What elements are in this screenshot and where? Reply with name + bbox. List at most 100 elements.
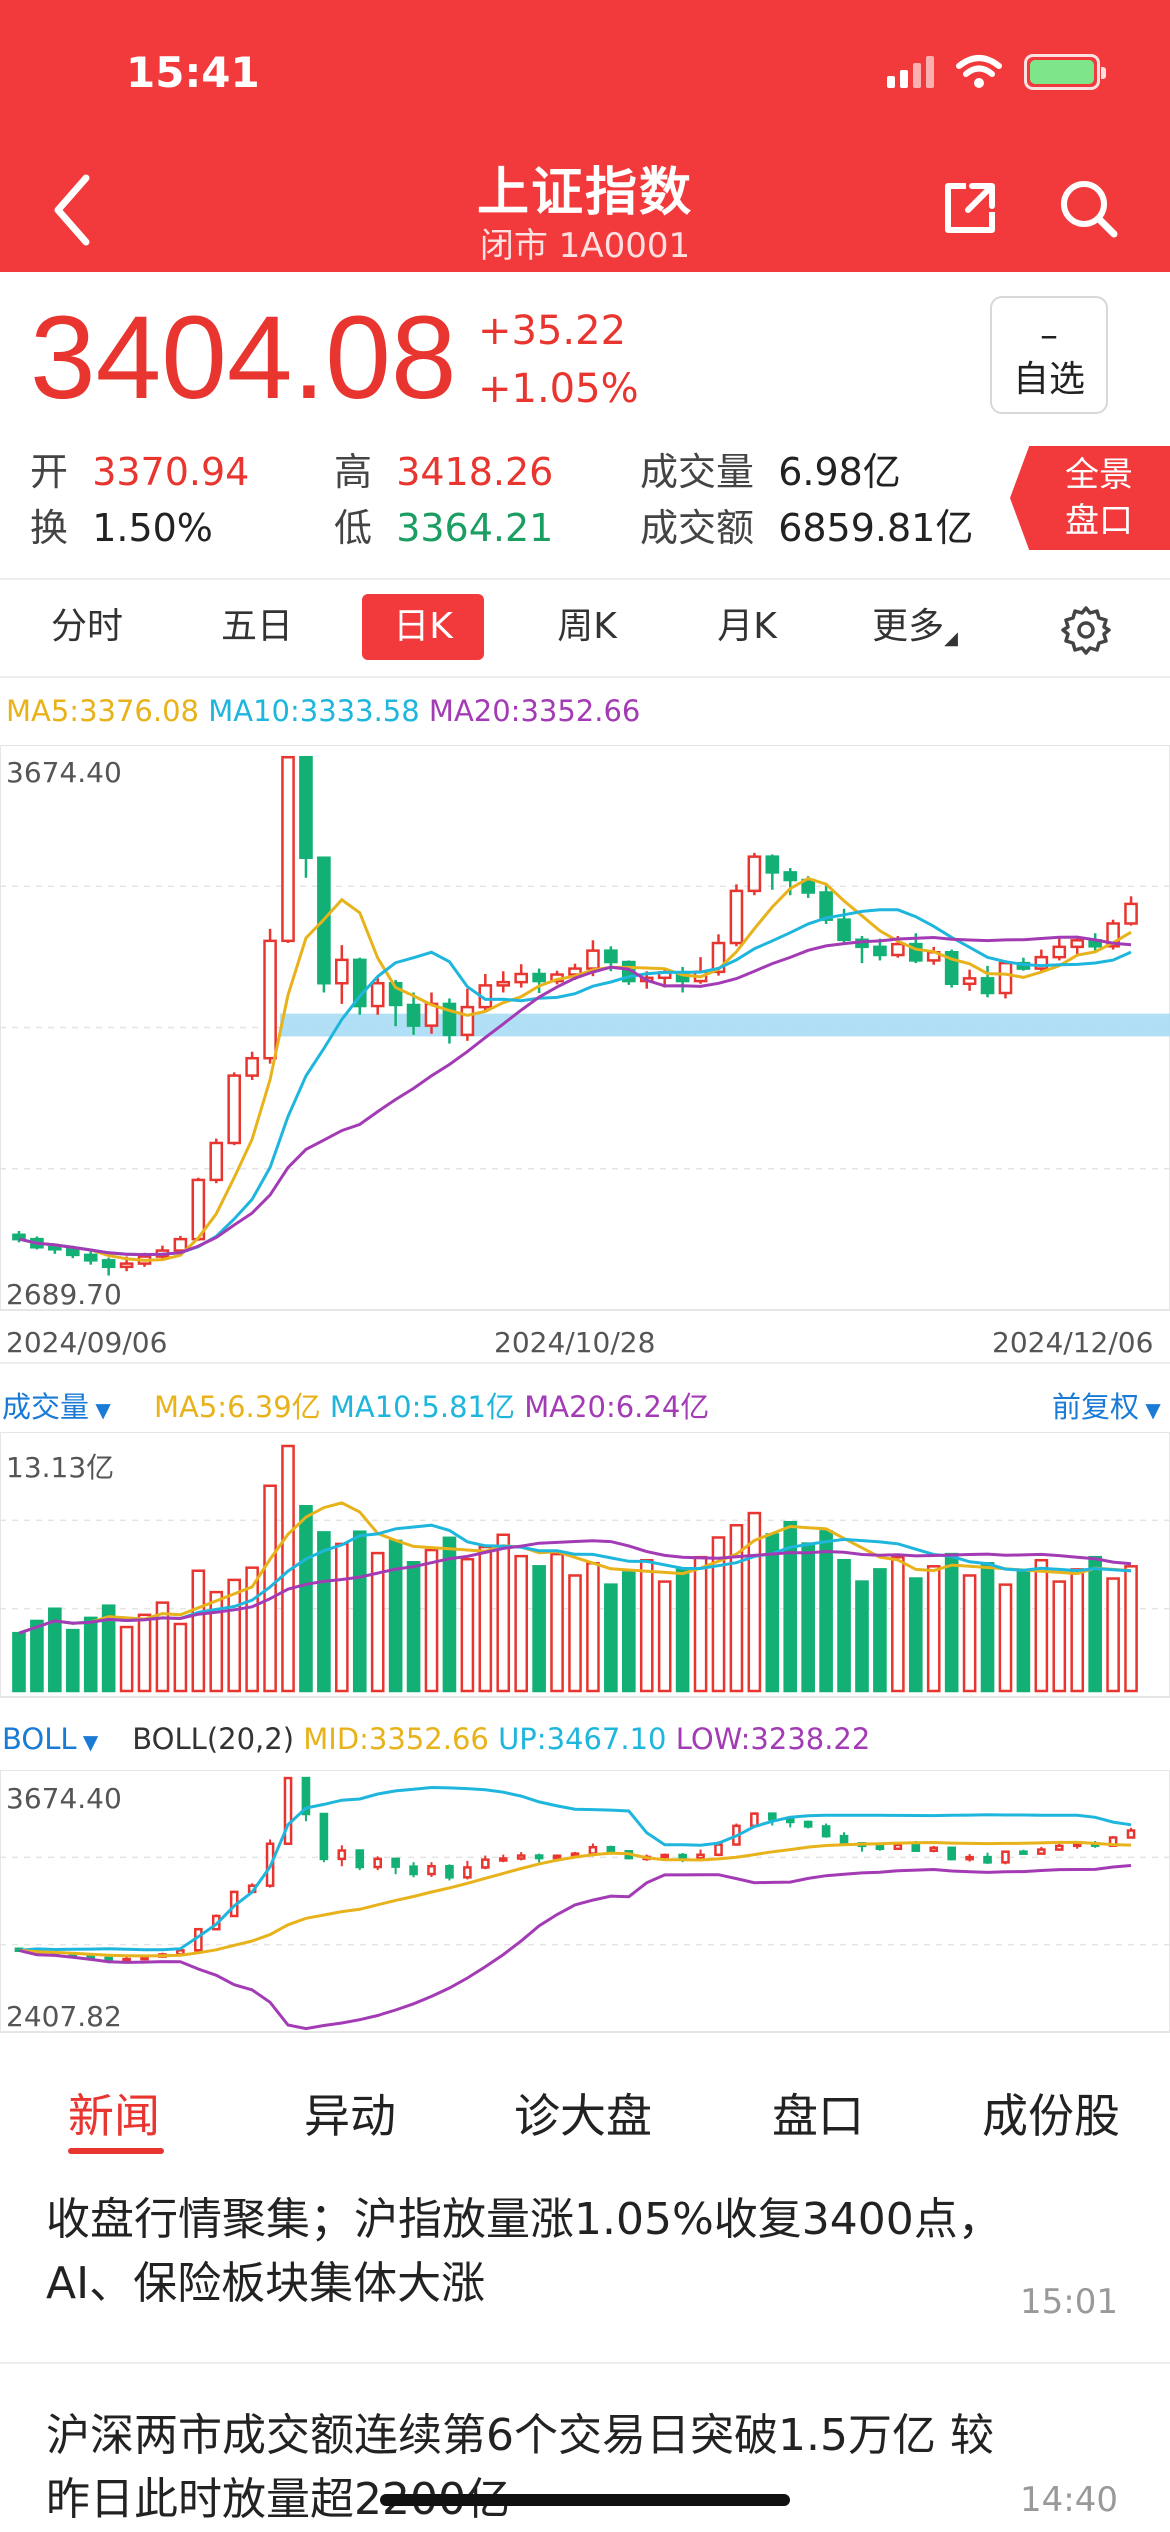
tab-intraday[interactable]: 分时 xyxy=(50,606,123,647)
boll-candle-body xyxy=(1019,1850,1028,1855)
volume-bar xyxy=(962,1574,977,1693)
volume-legend: 成交量 ▼ MA5:6.39亿 MA10:5.81亿 MA20:6.24亿 xyxy=(2,1384,709,1426)
candle-body xyxy=(48,1246,62,1251)
volume-bar xyxy=(926,1565,941,1693)
volume-bar xyxy=(855,1580,869,1693)
market-status: 闭市 1A0001 xyxy=(479,226,691,266)
boll-candle-body xyxy=(1054,1844,1064,1851)
volume-bar xyxy=(908,1577,923,1693)
divider xyxy=(0,1362,1170,1364)
volume-bar xyxy=(335,1542,349,1693)
boll-candle-body xyxy=(337,1849,347,1861)
volume-bar xyxy=(137,1613,152,1693)
stats-col-3: 成交量 6.98亿 成交额 6859.81亿 xyxy=(640,444,973,556)
boll-candle-body xyxy=(696,1853,705,1860)
tab-more[interactable]: 更多◢ xyxy=(850,594,980,660)
volume-bar xyxy=(424,1548,439,1693)
tab-market-diagnosis[interactable]: 诊大盘 xyxy=(514,2089,652,2143)
boll-candle-body xyxy=(965,1855,974,1861)
boll-candle-body xyxy=(427,1865,436,1876)
volume-bar xyxy=(173,1622,188,1693)
volume-chart[interactable] xyxy=(0,1432,1170,1710)
candle-body xyxy=(119,1262,134,1269)
high-value: 3418.26 xyxy=(396,450,554,494)
volume-bar xyxy=(532,1565,546,1693)
boll-candle-body xyxy=(678,1853,687,1860)
battery-icon xyxy=(1024,54,1106,90)
wifi-icon xyxy=(956,55,1002,88)
candle-body xyxy=(1034,955,1049,970)
candle-body xyxy=(1124,902,1138,925)
boll-low: LOW:3238.22 xyxy=(675,1722,871,1756)
boll-candle-body xyxy=(767,1812,777,1821)
candle-body xyxy=(335,958,349,985)
tab-order-book[interactable]: 盘口 xyxy=(772,2089,864,2143)
status-time: 15:41 xyxy=(126,48,260,97)
candle-body xyxy=(1106,922,1120,948)
tab-daily-k[interactable]: 日K xyxy=(362,594,484,660)
search-icon[interactable] xyxy=(1056,176,1120,240)
boll-indicator-label[interactable]: BOLL xyxy=(2,1722,77,1756)
candle-body xyxy=(586,949,600,970)
app-header: 15:41 上证指数 闭市 1A0001 xyxy=(0,0,1170,272)
volume-bar xyxy=(783,1520,798,1693)
tab-news[interactable]: 新闻 xyxy=(68,2089,160,2143)
change-percent: +1.05% xyxy=(478,366,639,412)
kline-ma-legend: MA5:3376.08 MA10:3333.58 MA20:3352.66 xyxy=(6,694,640,728)
divider xyxy=(0,676,1170,678)
volume-bar xyxy=(998,1583,1013,1693)
boll-candle-body xyxy=(122,1957,131,1963)
vol-ma20-line xyxy=(18,1539,1132,1635)
boll-chart[interactable] xyxy=(0,1770,1170,2040)
ma20-line xyxy=(18,935,1132,1257)
volume-label: 成交量 xyxy=(640,450,755,494)
share-icon[interactable] xyxy=(940,178,1000,238)
volume-indicator-label[interactable]: 成交量 xyxy=(2,1390,90,1424)
volume-bar xyxy=(657,1580,672,1693)
volume-bar xyxy=(299,1505,313,1693)
boll-candle-body xyxy=(911,1843,921,1852)
add-to-watchlist-button[interactable]: – 自选 xyxy=(990,296,1108,414)
candle-body xyxy=(765,855,780,874)
back-arrow-icon[interactable] xyxy=(44,170,104,250)
boll-candle-body xyxy=(1037,1848,1046,1855)
amount-label: 成交额 xyxy=(640,506,755,550)
tab-five-day[interactable]: 五日 xyxy=(220,606,293,647)
volume-bar xyxy=(227,1578,242,1693)
high-label: 高 xyxy=(334,450,373,494)
volume-bar xyxy=(1124,1565,1138,1693)
boll-candle-body xyxy=(516,1854,526,1860)
boll-candle-body xyxy=(373,1857,383,1869)
price-adjust-selector[interactable]: 前复权 ▼ xyxy=(1052,1384,1161,1426)
tab-movements[interactable]: 异动 xyxy=(304,2089,396,2143)
boll-candle-body xyxy=(893,1843,903,1851)
open-value: 3370.94 xyxy=(92,450,250,494)
news-title: 沪深两市成交额连续第6个交易日突破1.5万亿 较昨日此时放量超2200亿 xyxy=(46,2410,994,2525)
volume-dropdown-icon[interactable]: ▼ xyxy=(89,1398,118,1422)
boll-dropdown-icon[interactable]: ▼ xyxy=(76,1730,105,1754)
boll-up: UP:3467.10 xyxy=(498,1722,667,1756)
volume-bar xyxy=(514,1554,529,1693)
volume-bar xyxy=(1052,1580,1067,1693)
tab-constituents[interactable]: 成份股 xyxy=(982,2089,1120,2143)
news-tabs: 新闻 异动 诊大盘 盘口 成份股 xyxy=(0,2060,1170,2160)
chart-period-tabs: 分时 五日 日K 周K 月K 更多◢ xyxy=(0,584,1170,674)
boll-candle-body xyxy=(319,1812,329,1861)
candle-body xyxy=(406,1003,421,1027)
kline-date-start: 2024/09/06 xyxy=(6,1326,168,1359)
full-panorama-button[interactable]: 全景 盘口 xyxy=(1010,446,1170,550)
volume-bar xyxy=(119,1625,134,1693)
kline-chart[interactable] xyxy=(0,745,1170,1325)
candle-body xyxy=(908,942,923,962)
tab-weekly-k[interactable]: 周K xyxy=(557,606,617,647)
cellular-signal-icon xyxy=(887,56,934,88)
boll-candle-body xyxy=(534,1854,544,1860)
candle-body xyxy=(1052,945,1067,959)
tab-monthly-k[interactable]: 月K xyxy=(717,606,777,647)
boll-upper-line xyxy=(18,1785,1132,1952)
boll-candle-body xyxy=(445,1865,454,1879)
boll-candle-body xyxy=(750,1812,759,1828)
volume-bar xyxy=(155,1601,170,1693)
settings-gear-icon[interactable] xyxy=(1060,604,1112,656)
volume-bar xyxy=(83,1616,98,1693)
